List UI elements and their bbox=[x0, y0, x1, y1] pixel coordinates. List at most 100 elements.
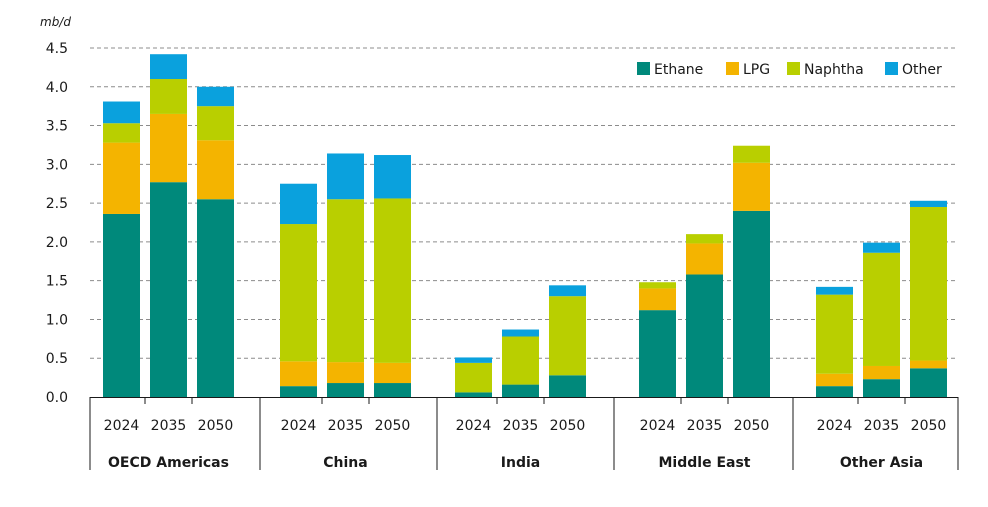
legend-swatch-ethane bbox=[637, 62, 650, 75]
bar-naphtha-middle-east-2050 bbox=[733, 145, 770, 163]
y-tick-label: 2.0 bbox=[46, 235, 68, 251]
bar-naphtha-india-2035 bbox=[502, 336, 539, 385]
bar-lpg-other-asia-2050 bbox=[910, 360, 947, 369]
grid-lines bbox=[90, 47, 958, 359]
x-tick-label-year: 2035 bbox=[503, 418, 539, 434]
x-group-label-other-asia: Other Asia bbox=[840, 455, 923, 471]
y-tick-label: 0.5 bbox=[46, 351, 68, 367]
legend-swatch-naphtha bbox=[787, 62, 800, 75]
y-tick-label: 4.5 bbox=[46, 41, 68, 57]
bar-naphtha-other-asia-2050 bbox=[910, 206, 947, 361]
x-group-label-oecd-americas: OECD Americas bbox=[108, 455, 229, 471]
bar-ethane-other-asia-2035 bbox=[863, 379, 900, 397]
x-group-label-china: China bbox=[323, 455, 367, 471]
bar-lpg-oecd-americas-2035 bbox=[150, 113, 187, 183]
bar-naphtha-india-2024 bbox=[455, 362, 492, 393]
bar-naphtha-china-2024 bbox=[280, 224, 317, 362]
bar-other-oecd-americas-2024 bbox=[103, 101, 140, 124]
x-tick-label-year: 2024 bbox=[817, 418, 853, 434]
y-tick-label: 2.5 bbox=[46, 196, 68, 212]
bar-ethane-other-asia-2024 bbox=[816, 386, 853, 397]
x-tick-label-year: 2050 bbox=[198, 418, 234, 434]
bar-naphtha-india-2050 bbox=[549, 296, 586, 376]
bar-ethane-china-2050 bbox=[374, 383, 411, 397]
x-tick-label-year: 2035 bbox=[328, 418, 364, 434]
bar-naphtha-other-asia-2024 bbox=[816, 294, 853, 374]
bar-ethane-middle-east-2050 bbox=[733, 210, 770, 397]
bar-ethane-china-2024 bbox=[280, 386, 317, 397]
y-tick-label: 1.0 bbox=[46, 312, 68, 328]
legend-label-naphtha: Naphtha bbox=[804, 62, 864, 78]
bar-ethane-china-2035 bbox=[327, 383, 364, 397]
bar-ethane-middle-east-2035 bbox=[686, 274, 723, 397]
bar-other-china-2035 bbox=[327, 153, 364, 200]
bar-ethane-india-2050 bbox=[549, 375, 586, 397]
legend: Ethane LPG Naphtha Other bbox=[637, 62, 942, 78]
x-tick-label-year: 2024 bbox=[456, 418, 492, 434]
x-tick-label-year: 2050 bbox=[375, 418, 411, 434]
bar-naphtha-china-2050 bbox=[374, 198, 411, 363]
y-axis-ticks: 0.0 0.5 1.0 1.5 2.0 2.5 3.0 3.5 4.0 4.5 bbox=[46, 41, 68, 406]
x-axis bbox=[89, 397, 959, 470]
bar-ethane-middle-east-2024 bbox=[639, 310, 676, 397]
bar-other-china-2024 bbox=[280, 183, 317, 225]
x-axis-labels: 2024 2035 2050 2024 2035 2050 2024 2035 2050 2024… bbox=[104, 418, 947, 471]
legend-swatch-other bbox=[885, 62, 898, 75]
y-axis-unit-label: mb/d bbox=[40, 15, 71, 29]
bar-naphtha-other-asia-2035 bbox=[863, 252, 900, 366]
y-tick-label: 3.0 bbox=[46, 157, 68, 173]
bar-lpg-middle-east-2035 bbox=[686, 243, 723, 275]
bar-ethane-other-asia-2050 bbox=[910, 368, 947, 397]
bar-ethane-oecd-americas-2050 bbox=[197, 199, 234, 397]
bar-lpg-oecd-americas-2050 bbox=[197, 140, 234, 200]
bar-other-other-asia-2050 bbox=[910, 200, 947, 207]
bar-naphtha-oecd-americas-2024 bbox=[103, 123, 140, 143]
x-tick-label-year: 2050 bbox=[550, 418, 586, 434]
bar-naphtha-oecd-americas-2050 bbox=[197, 106, 234, 141]
bars bbox=[103, 54, 947, 397]
bar-naphtha-middle-east-2024 bbox=[639, 282, 676, 289]
x-group-label-middle-east: Middle East bbox=[659, 455, 751, 471]
y-tick-label: 3.5 bbox=[46, 119, 68, 135]
bar-lpg-china-2035 bbox=[327, 362, 364, 384]
bar-lpg-middle-east-2024 bbox=[639, 288, 676, 311]
bar-other-china-2050 bbox=[374, 155, 411, 199]
bar-naphtha-china-2035 bbox=[327, 199, 364, 363]
bar-other-oecd-americas-2035 bbox=[150, 54, 187, 80]
bar-other-oecd-americas-2050 bbox=[197, 86, 234, 107]
bar-ethane-india-2024 bbox=[455, 392, 492, 397]
bar-ethane-oecd-americas-2024 bbox=[103, 213, 140, 397]
legend-label-ethane: Ethane bbox=[654, 62, 703, 78]
bar-other-other-asia-2024 bbox=[816, 286, 853, 295]
bar-lpg-china-2050 bbox=[374, 362, 411, 384]
legend-label-lpg: LPG bbox=[743, 62, 770, 78]
x-tick-label-year: 2050 bbox=[911, 418, 947, 434]
bar-other-india-2024 bbox=[455, 357, 492, 363]
bar-other-india-2050 bbox=[549, 285, 586, 297]
legend-swatch-lpg bbox=[726, 62, 739, 75]
bar-other-india-2035 bbox=[502, 329, 539, 337]
bar-ethane-india-2035 bbox=[502, 384, 539, 397]
bar-lpg-oecd-americas-2024 bbox=[103, 142, 140, 214]
x-tick-label-year: 2035 bbox=[687, 418, 723, 434]
y-tick-label: 0.0 bbox=[46, 390, 68, 406]
bar-ethane-oecd-americas-2035 bbox=[150, 182, 187, 397]
bar-lpg-other-asia-2035 bbox=[863, 365, 900, 380]
x-tick-label-year: 2024 bbox=[281, 418, 317, 434]
bar-naphtha-middle-east-2035 bbox=[686, 234, 723, 244]
x-tick-label-year: 2024 bbox=[104, 418, 140, 434]
x-tick-label-year: 2035 bbox=[151, 418, 187, 434]
bar-naphtha-oecd-americas-2035 bbox=[150, 79, 187, 114]
bar-lpg-other-asia-2024 bbox=[816, 373, 853, 387]
y-tick-label: 4.0 bbox=[46, 80, 68, 96]
bar-other-other-asia-2035 bbox=[863, 242, 900, 253]
bar-lpg-middle-east-2050 bbox=[733, 162, 770, 211]
x-tick-label-year: 2024 bbox=[640, 418, 676, 434]
legend-label-other: Other bbox=[902, 62, 942, 78]
x-group-label-india: India bbox=[501, 455, 540, 471]
x-tick-label-year: 2050 bbox=[734, 418, 770, 434]
y-tick-label: 1.5 bbox=[46, 274, 68, 290]
x-tick-label-year: 2035 bbox=[864, 418, 900, 434]
